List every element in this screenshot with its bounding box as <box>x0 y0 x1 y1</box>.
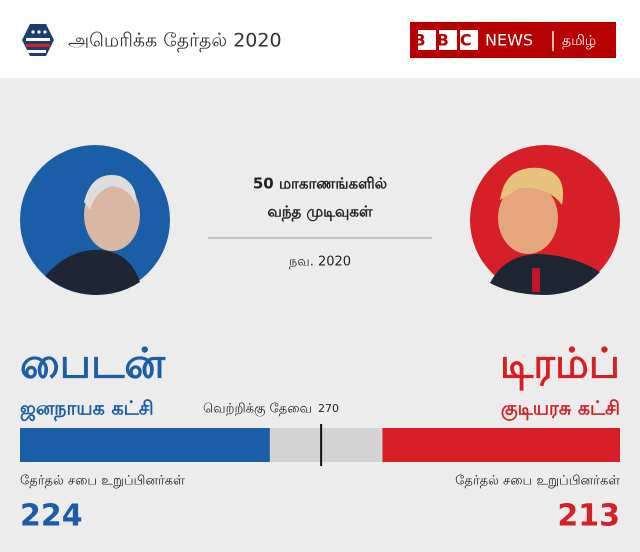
count-value: 213 <box>557 499 620 534</box>
chart-subtitle: வந்த முடிவுகள் <box>267 203 373 222</box>
bbc-logo: BBC NEWS தமிழ் <box>410 22 616 58</box>
count-label: தேர்தல் சபை உறுப்பினர்கள் <box>20 474 185 489</box>
candidate-name: டிரம்ப் <box>500 339 620 391</box>
candidate-name: பைடன் <box>20 339 166 388</box>
biden-portrait <box>20 145 170 295</box>
election-icon <box>22 24 54 56</box>
threshold-label: வெற்றிக்கு தேவை 270 <box>203 402 339 417</box>
bar <box>382 428 620 462</box>
threshold-text: வெற்றிக்கு தேவை <box>203 402 312 417</box>
chart-title: 50 மாகாணங்களில் <box>253 175 387 193</box>
bar <box>20 428 270 462</box>
logo-section: NEWS <box>485 31 533 50</box>
trump-portrait <box>470 145 620 295</box>
count-label: தேர்தல் சபை உறுப்பினர்கள் <box>455 474 620 489</box>
count-value: 224 <box>20 499 83 534</box>
threshold-value: 270 <box>318 402 339 415</box>
party-name: குடியரசு கட்சி <box>501 398 620 422</box>
logo-language: தமிழ் <box>562 33 596 49</box>
party-name: ஜனநாயக கட்சி <box>20 398 154 422</box>
logo-brand: BBC <box>413 31 482 50</box>
header-title: அமெரிக்க தேர்தல் 2020 <box>68 30 282 53</box>
chart-date: நவ. 2020 <box>289 255 351 270</box>
